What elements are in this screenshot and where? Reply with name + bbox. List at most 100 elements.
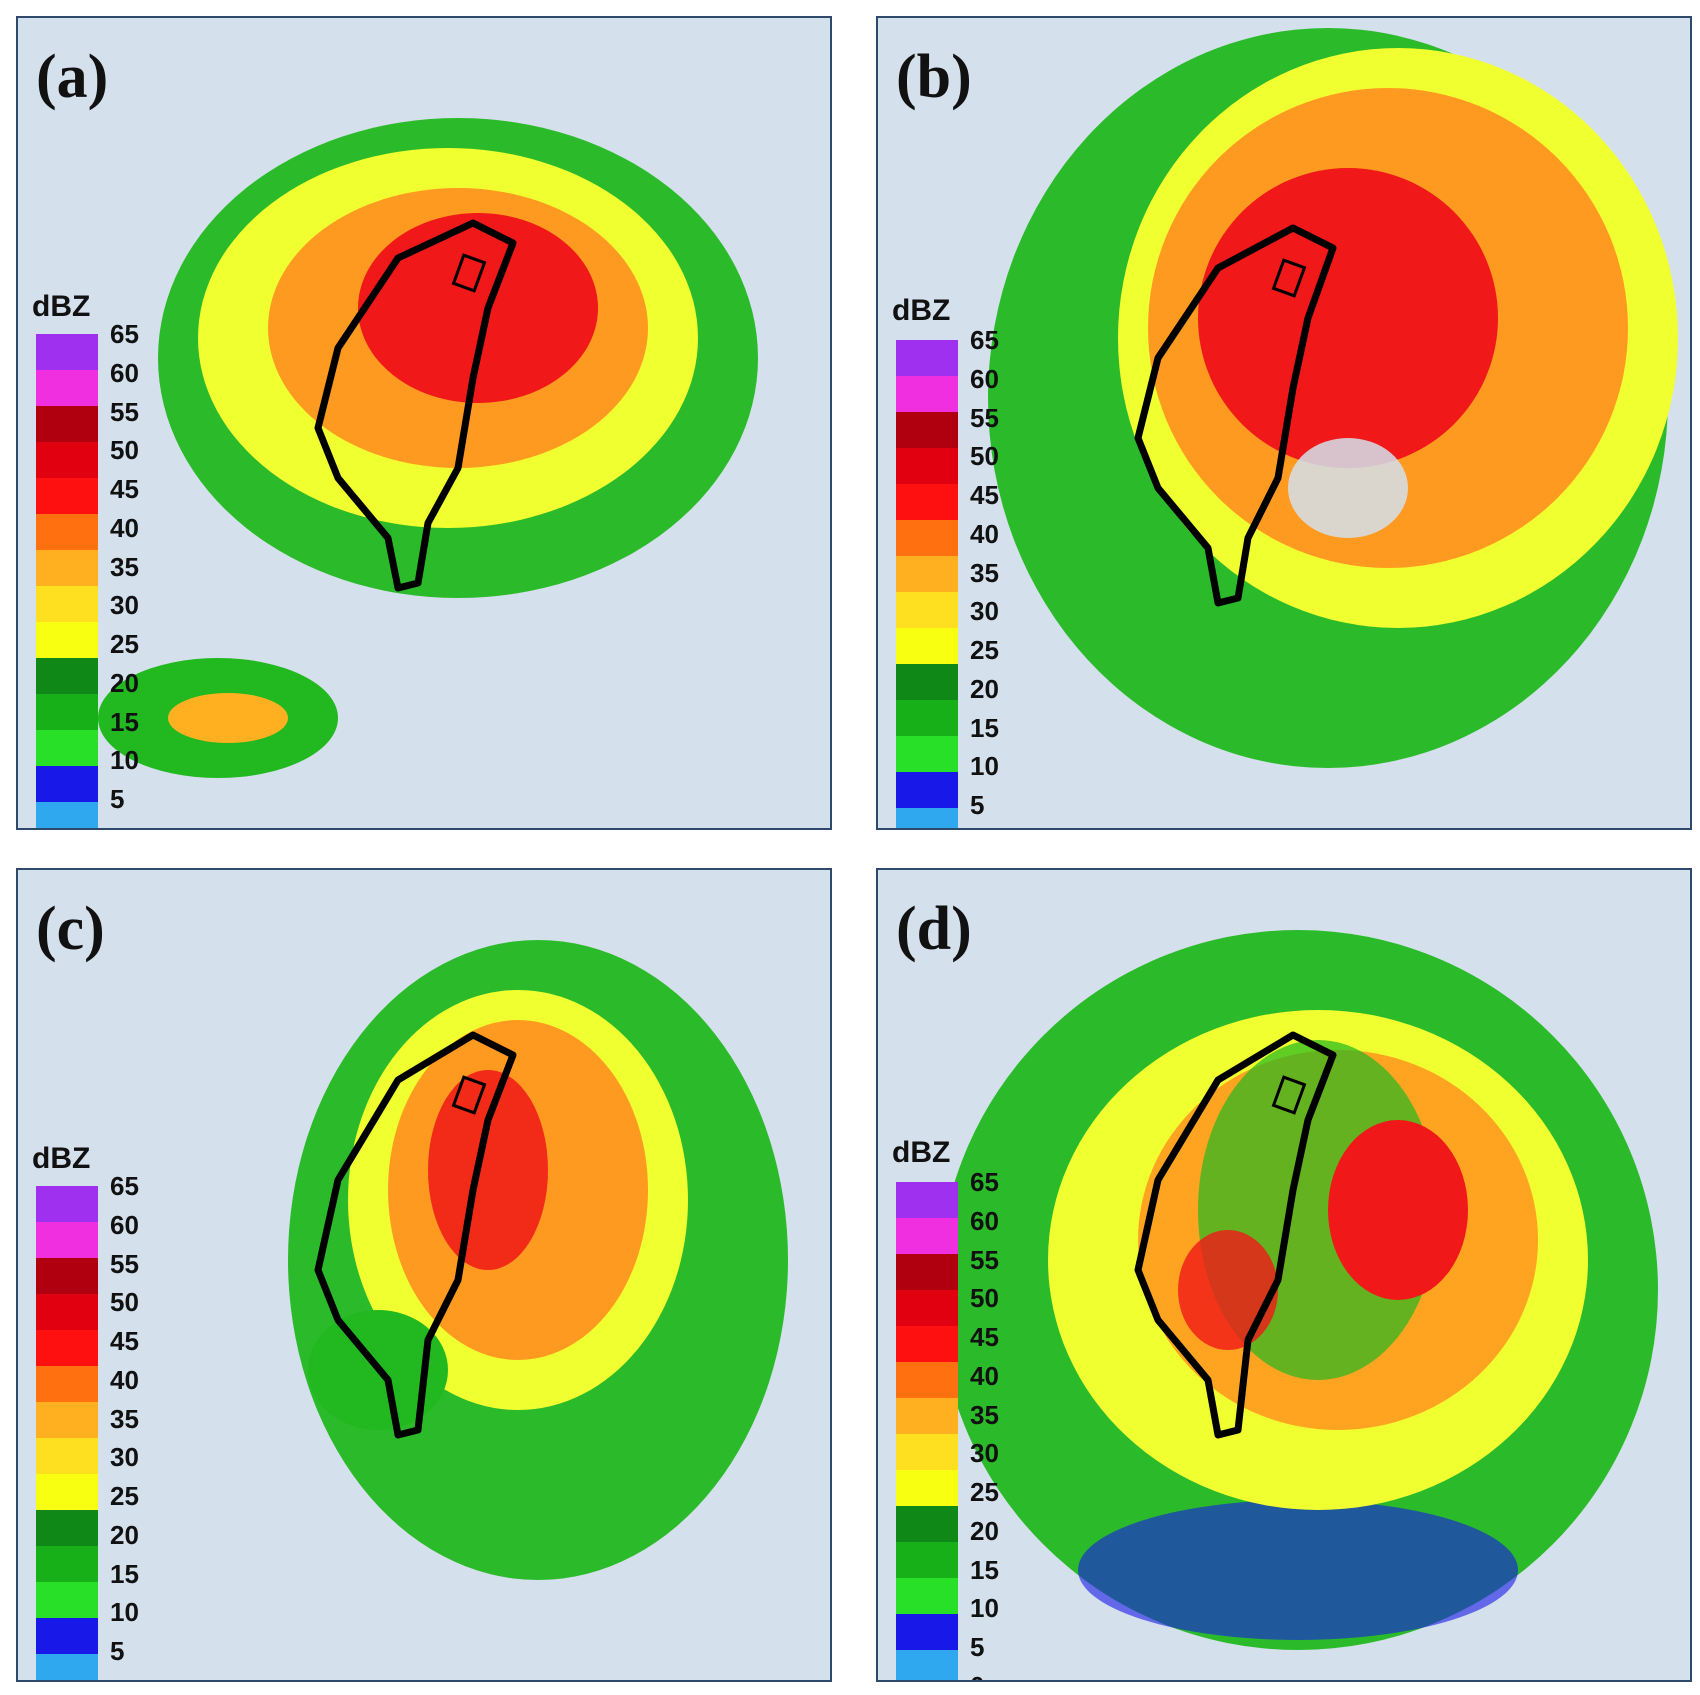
colorbar-swatch	[896, 736, 958, 772]
colorbar-tick-label: 10	[970, 751, 999, 782]
colorbar-tick-label: 45	[970, 1322, 999, 1353]
colorbar-tick-label: 65	[110, 1171, 139, 1201]
colorbar-tick-label: 20	[970, 673, 999, 704]
colorbar-tick-label: 60	[970, 1205, 999, 1236]
colorbar-swatch	[36, 802, 98, 828]
colorbar-tick-label: 10	[110, 745, 139, 776]
colorbar-swatch	[36, 1582, 98, 1618]
radar-reflectivity-map	[988, 28, 1678, 768]
colorbar-swatch	[896, 520, 958, 556]
colorbar-unit: dBZ	[892, 1136, 951, 1169]
colorbar	[36, 1186, 98, 1680]
colorbar-tick-label: 5	[970, 790, 985, 821]
colorbar-swatch	[36, 658, 98, 694]
colorbar-tick-label: 0	[970, 1671, 984, 1680]
panel-label: (c)	[36, 895, 105, 963]
radar-panel-a: (a) dBZ 65605550454035302520151050	[16, 16, 832, 830]
colorbar-tick-label: 40	[970, 1360, 999, 1391]
colorbar-tick-label: 50	[110, 435, 139, 466]
colorbar-tick-label: 25	[970, 635, 999, 666]
colorbar-tick-label: 50	[970, 1283, 999, 1314]
colorbar-swatch	[36, 1474, 98, 1510]
colorbar-swatch	[896, 1650, 958, 1680]
colorbar-tick-label: 60	[110, 357, 139, 388]
colorbar	[36, 334, 98, 828]
colorbar-swatch	[36, 1546, 98, 1582]
colorbar-swatch	[36, 766, 98, 802]
colorbar-tick-label: 30	[970, 596, 999, 627]
colorbar-swatch	[36, 1330, 98, 1366]
colorbar-tick-label: 20	[110, 667, 139, 698]
radar-reflectivity-map	[288, 940, 788, 1580]
colorbar-tick-label: 5	[970, 1632, 985, 1663]
colorbar-swatch	[896, 700, 958, 736]
colorbar-swatch	[896, 1470, 958, 1506]
colorbar-unit: dBZ	[892, 294, 951, 327]
colorbar-tick-label: 15	[110, 706, 139, 737]
colorbar-swatch	[896, 1362, 958, 1398]
colorbar-swatch	[896, 772, 958, 808]
colorbar-swatch	[36, 1258, 98, 1294]
colorbar-swatch	[896, 1614, 958, 1650]
colorbar-swatch	[36, 406, 98, 442]
colorbar-tick-label: 55	[970, 1244, 999, 1275]
colorbar-swatch	[36, 1402, 98, 1438]
colorbar-swatch	[36, 1186, 98, 1222]
colorbar-tick-label: 65	[110, 319, 139, 349]
colorbar-tick-label: 0	[110, 823, 124, 828]
colorbar	[896, 1182, 958, 1680]
colorbar-swatch	[36, 550, 98, 586]
colorbar-swatch	[896, 340, 958, 376]
colorbar-swatch	[36, 1654, 98, 1680]
colorbar-unit: dBZ	[32, 290, 91, 323]
colorbar-swatch	[896, 1218, 958, 1254]
colorbar-swatch	[36, 1222, 98, 1258]
colorbar-tick-label: 10	[110, 1597, 139, 1628]
radar-reflectivity-map	[98, 118, 758, 778]
colorbar-tick-label: 45	[110, 1326, 139, 1357]
colorbar-swatch	[36, 1294, 98, 1330]
colorbar-tick-label: 25	[110, 629, 139, 660]
colorbar-tick-label: 20	[970, 1515, 999, 1546]
colorbar-swatch	[36, 694, 98, 730]
colorbar-swatch	[896, 376, 958, 412]
radar-panel-c: (c) dBZ 65605550454035302520151050	[16, 868, 832, 1682]
panel-label: (a)	[36, 43, 109, 111]
colorbar-swatch	[36, 1618, 98, 1654]
colorbar-swatch	[36, 1438, 98, 1474]
colorbar-swatch	[896, 412, 958, 448]
colorbar-swatch	[896, 1398, 958, 1434]
colorbar-swatch	[36, 334, 98, 370]
colorbar-tick-label: 65	[970, 325, 999, 355]
colorbar-tick-label: 0	[110, 1675, 124, 1680]
colorbar-tick-label: 35	[970, 557, 999, 588]
colorbar-tick-label: 65	[970, 1167, 999, 1197]
panel-label: (d)	[896, 895, 972, 963]
radar-panel-d: (d) dBZ 65605550454035302520151050	[876, 868, 1692, 1682]
colorbar-swatch	[896, 556, 958, 592]
colorbar-tick-label: 50	[110, 1287, 139, 1318]
colorbar-swatch	[896, 1542, 958, 1578]
radar-panel-b: (b) dBZ 65605550454035302520151050	[876, 16, 1692, 830]
colorbar-swatch	[896, 1290, 958, 1326]
colorbar-swatch	[896, 1506, 958, 1542]
colorbar-swatch	[36, 730, 98, 766]
colorbar-swatch	[896, 664, 958, 700]
colorbar-tick-label: 5	[110, 784, 125, 815]
colorbar-swatch	[36, 1366, 98, 1402]
colorbar-swatch	[896, 1182, 958, 1218]
colorbar-swatch	[896, 484, 958, 520]
colorbar-swatch	[896, 1434, 958, 1470]
colorbar-swatch	[36, 622, 98, 658]
colorbar-tick-label: 30	[970, 1438, 999, 1469]
radar-reflectivity-map	[938, 930, 1658, 1650]
colorbar-tick-label: 55	[110, 396, 139, 427]
panel-label: (b)	[896, 43, 972, 111]
colorbar-tick-label: 35	[110, 551, 139, 582]
colorbar-swatch	[896, 1578, 958, 1614]
colorbar-tick-label: 20	[110, 1519, 139, 1550]
colorbar-swatch	[36, 514, 98, 550]
colorbar-swatch	[896, 808, 958, 828]
colorbar-tick-label: 30	[110, 1442, 139, 1473]
colorbar-tick-label: 25	[110, 1481, 139, 1512]
